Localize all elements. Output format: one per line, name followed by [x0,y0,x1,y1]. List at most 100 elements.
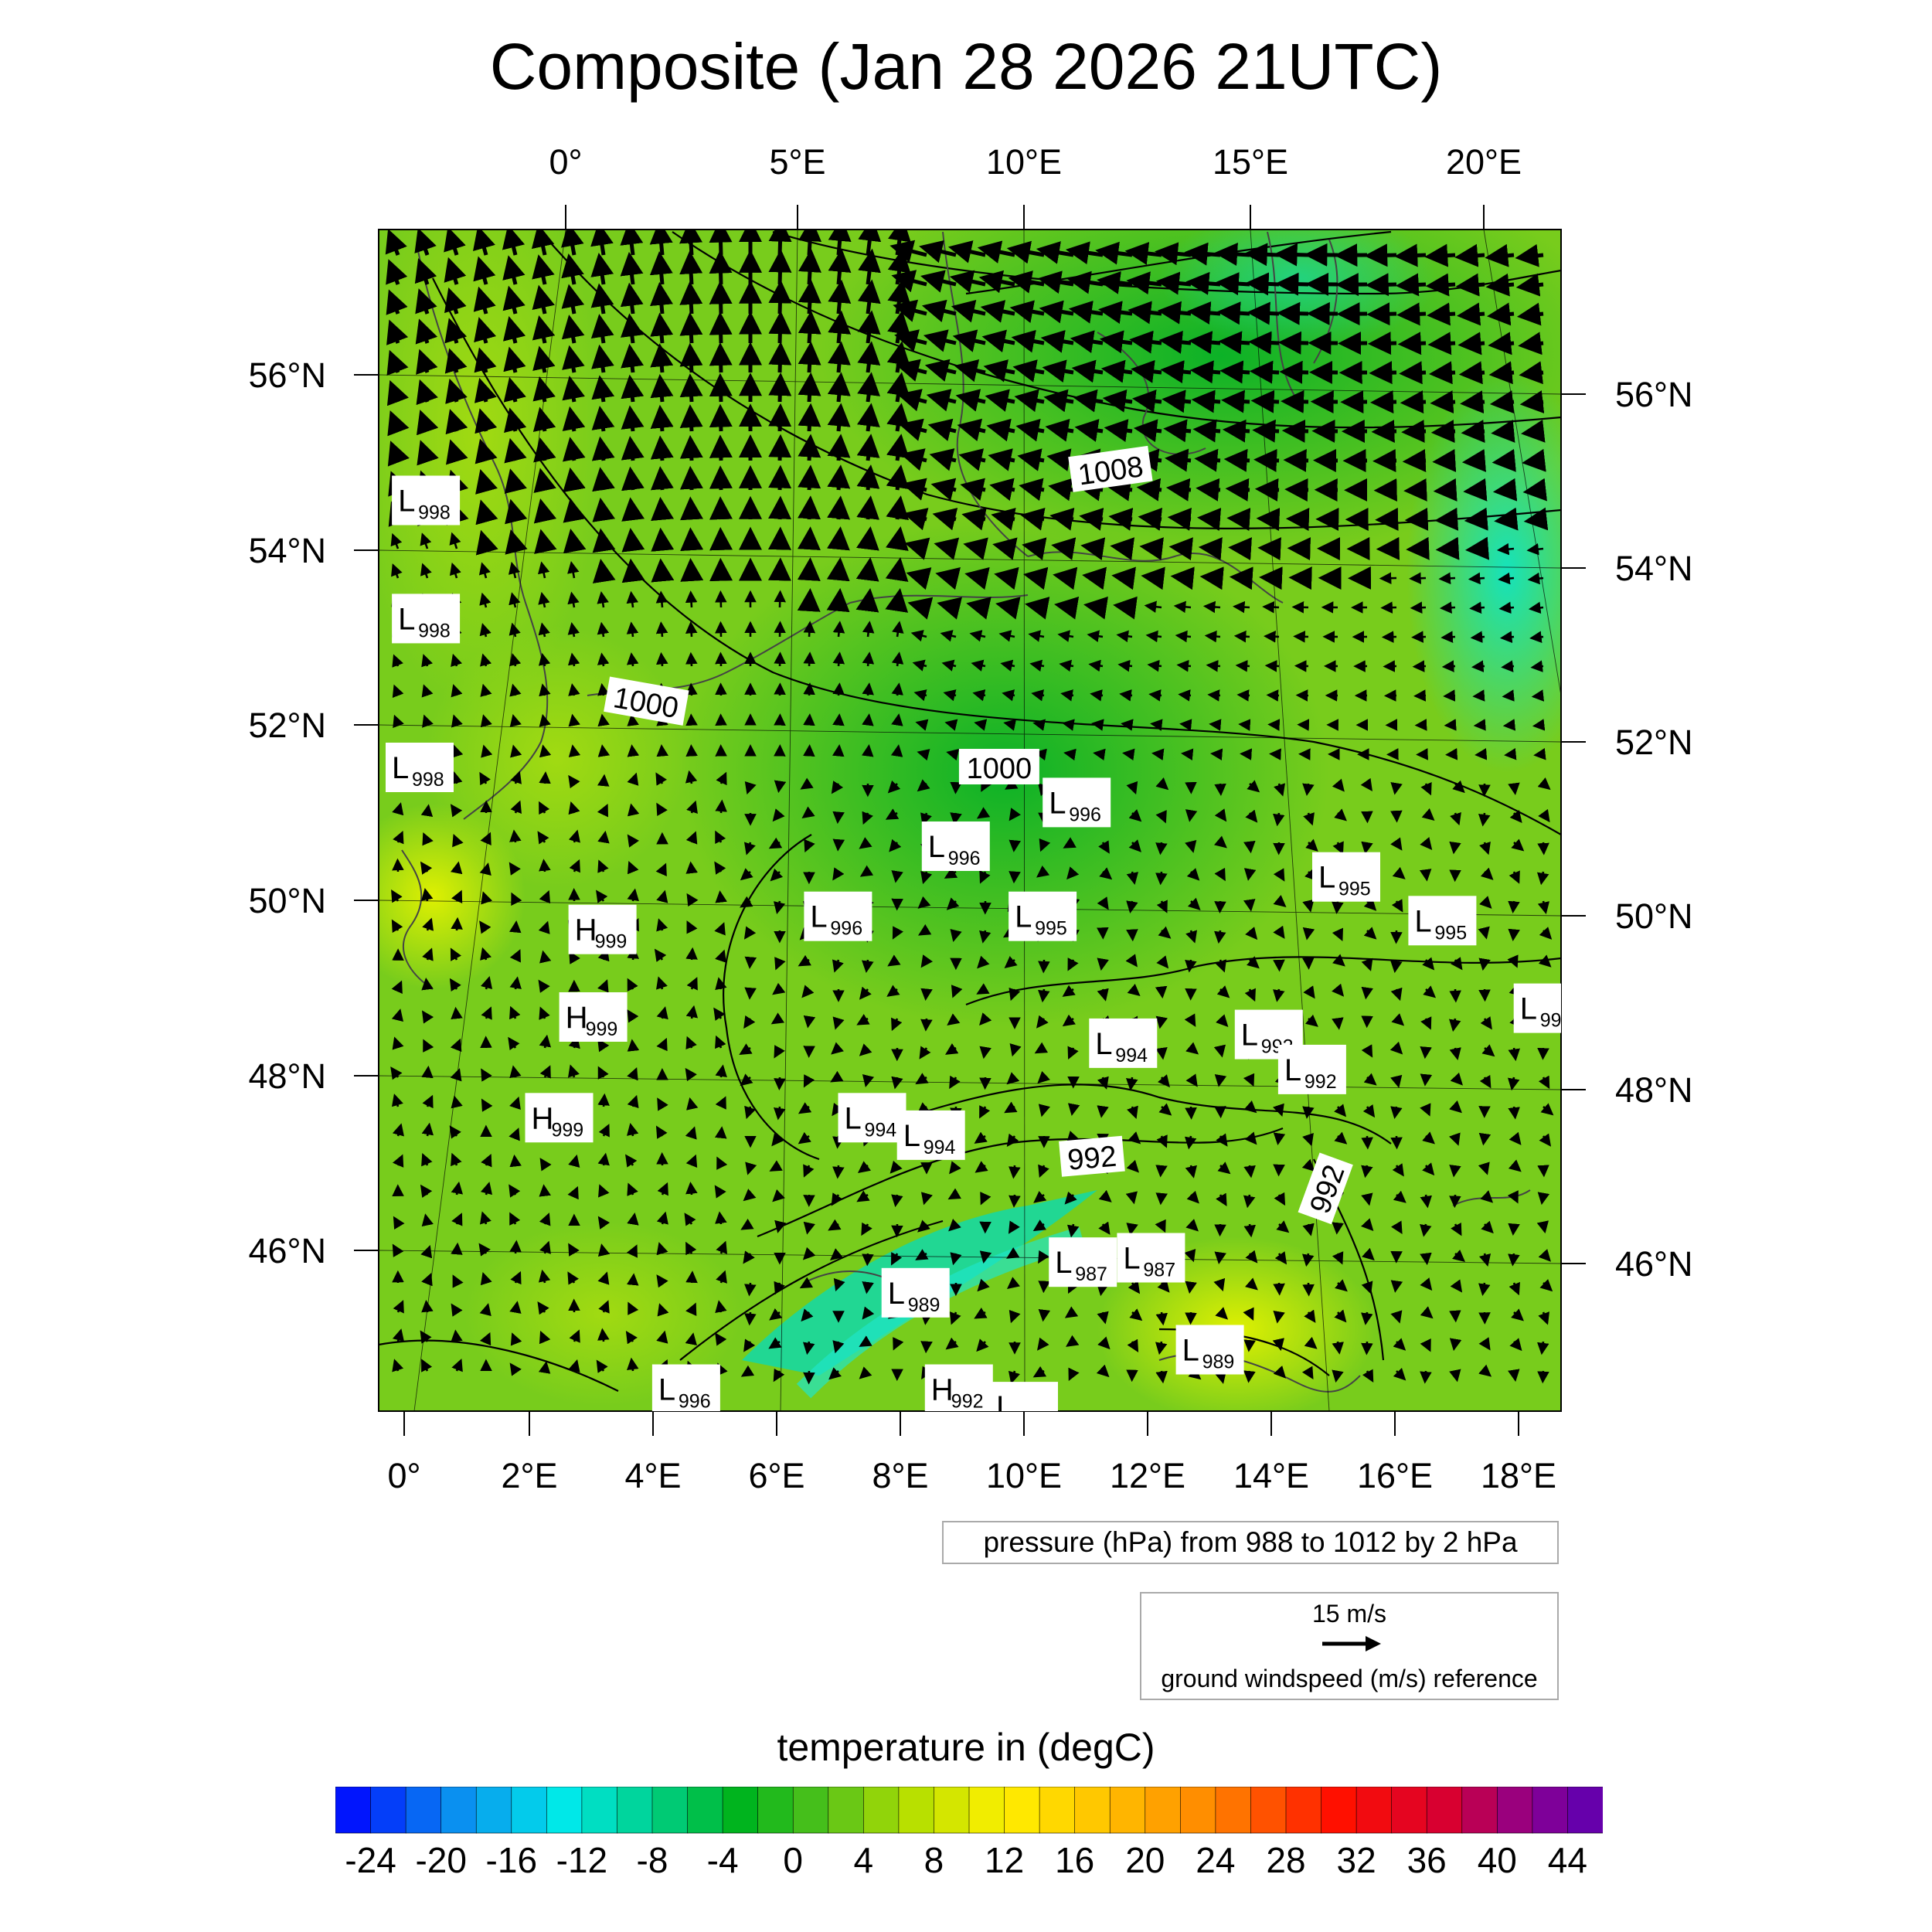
wind-vector [452,833,464,848]
wind-vector [1479,896,1492,909]
wind-vector [1214,930,1226,944]
colorbar-cell [1567,1787,1603,1834]
wind-vector [924,359,957,382]
wind-vector [510,1332,522,1346]
wind-vector [1243,1100,1257,1114]
wind-vector [451,1213,463,1226]
wind-vector [420,532,432,549]
wind-vector [831,1042,845,1055]
wind-vector [891,1194,903,1208]
wind-vector [799,1277,814,1289]
wind-vector [1178,689,1192,702]
wind-vector [1141,566,1165,590]
wind-vector [798,954,811,967]
wind-vector [596,889,608,903]
wind-vector [827,434,851,461]
wind-vector [685,1241,697,1256]
wind-vector [1163,419,1192,443]
wind-vector [945,1043,959,1055]
wind-vector [598,1184,610,1198]
pressure-center-type: L [845,1101,862,1135]
wind-vector [1236,689,1250,702]
wind-vector [1420,1046,1432,1060]
wind-vector [386,319,409,345]
wind-vector [861,1222,872,1236]
wind-vector [1363,898,1377,911]
wind-vector [539,801,550,815]
wind-vector [655,862,667,877]
wind-vector [1064,1306,1079,1318]
wind-vector [1302,899,1315,913]
wind-vector [509,920,522,934]
wind-vector [539,889,551,904]
colorbar-tick-label: 20 [1125,1840,1165,1880]
wind-vector [891,870,903,883]
pressure-center-type: H [931,1373,954,1407]
wind-vector [709,250,733,285]
wind-vector [797,526,821,551]
wind-vector [421,1122,434,1137]
wind-vector [478,562,491,579]
wind-vector [1420,1277,1433,1291]
wind-vector [1449,1194,1461,1209]
wind-vector [798,403,821,432]
wind-vector [393,831,404,845]
wind-vector [1480,867,1494,880]
colorbar-tick-label: -12 [556,1840,608,1880]
colorbar-cell [1145,1787,1182,1834]
wind-vector [414,230,437,256]
wind-vector [539,683,551,697]
wind-vector [1445,748,1458,760]
wind-vector [1155,1192,1168,1206]
wind-vector [862,1306,875,1320]
wind-vector [481,1098,493,1112]
wind-vector [451,771,463,785]
wind-vector [1538,1075,1550,1090]
wind-vector [1449,841,1461,855]
pressure-center-type: L [810,900,827,934]
wind-vector [926,389,957,412]
wind-vector [1062,985,1076,997]
wind-vector [650,281,673,315]
wind-vector [972,689,986,702]
wind-vector [1189,331,1221,355]
wind-vector [680,496,703,521]
wind-vector [1390,810,1403,823]
colorbar-cell [546,1787,583,1834]
wind-vector [1480,1190,1494,1203]
wind-vector [894,329,927,352]
colorbar-tick-label: 24 [1196,1840,1236,1880]
wind-vector [1213,1044,1226,1058]
wind-vector [827,464,851,491]
wind-vector [1247,301,1280,325]
wind-vector [1449,1338,1462,1352]
wind-vector [563,467,586,493]
pressure-center-value: 99 [1540,1010,1562,1032]
wind-vector [1273,868,1285,882]
wind-vector [1410,601,1427,614]
wind-vector [1004,956,1018,968]
wind-vector [1420,1073,1433,1087]
wind-vector [1099,330,1133,354]
wind-vector [1274,783,1285,797]
wind-vector [1420,1252,1432,1266]
wind-vector [1009,1165,1021,1179]
colorbar-cell [475,1787,512,1834]
wind-vector [1454,243,1485,267]
wind-vector [1062,1014,1077,1027]
wind-vector [1537,1192,1550,1206]
colorbar-tick-label: -20 [415,1840,467,1880]
wind-vector [983,359,1015,383]
wind-vector [627,1182,638,1196]
wind-vector [744,781,757,795]
right-lat-label: 54°N [1615,549,1693,588]
wind-vector [801,806,815,819]
wind-vector [949,1161,961,1175]
wind-vector [450,1068,462,1082]
wind-vector [474,408,498,434]
colorbar-title: temperature in (degC) [777,1726,1155,1769]
wind-vector [621,436,645,461]
wind-vector [1272,1338,1284,1352]
wind-vector [715,1096,726,1110]
wind-vector [1074,419,1104,442]
